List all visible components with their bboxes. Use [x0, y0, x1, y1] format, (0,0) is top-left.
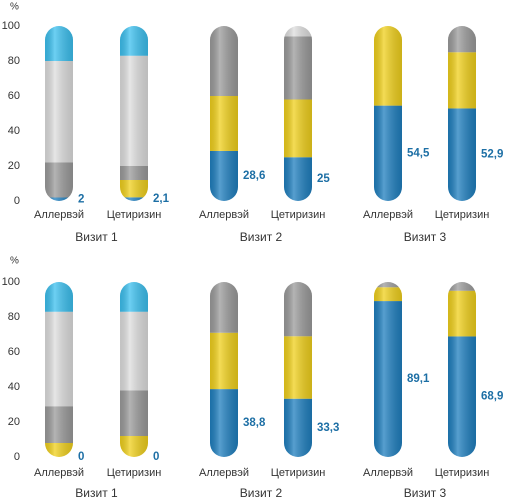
- shine: [448, 26, 476, 201]
- shine: [210, 282, 238, 457]
- shine: [120, 282, 148, 457]
- bar: [120, 26, 148, 201]
- group-label: Визит 1: [75, 486, 118, 500]
- value-label: 68,9: [481, 391, 503, 403]
- y-tick-label: 40: [8, 125, 20, 137]
- shine: [284, 26, 312, 201]
- y-tick-label: 80: [8, 311, 20, 323]
- bar: [448, 26, 476, 201]
- bar: [210, 26, 238, 201]
- shine: [284, 282, 312, 457]
- shine: [45, 282, 73, 457]
- y-unit: %: [10, 256, 19, 267]
- x-tick-label: Аллервэй: [363, 209, 413, 221]
- value-label: 28,6: [243, 170, 265, 182]
- x-tick-label: Цетиризин: [435, 209, 490, 221]
- bar: [448, 282, 476, 457]
- y-tick-label: 40: [8, 381, 20, 393]
- x-tick-label: Цетиризин: [107, 209, 162, 221]
- value-label: 89,1: [407, 373, 430, 385]
- x-tick-label: Аллервэй: [363, 467, 413, 479]
- value-label: 2: [78, 193, 84, 205]
- y-tick-label: 100: [2, 20, 20, 32]
- value-label: 54,5: [407, 147, 430, 159]
- x-tick-label: Аллервэй: [34, 467, 84, 479]
- shine: [374, 26, 402, 201]
- x-tick-label: Цетиризин: [271, 209, 326, 221]
- bar: [45, 282, 73, 457]
- x-tick-label: Цетиризин: [435, 467, 490, 479]
- bar: [120, 282, 148, 457]
- shine: [374, 282, 402, 457]
- y-tick-label: 60: [8, 346, 20, 358]
- shine: [120, 26, 148, 201]
- value-label: 0: [78, 451, 84, 463]
- group-label: Визит 2: [240, 486, 283, 500]
- shine: [210, 26, 238, 201]
- value-label: 38,8: [243, 417, 266, 429]
- y-tick-label: 80: [8, 55, 20, 67]
- value-label: 33,3: [317, 422, 339, 434]
- group-label: Визит 1: [75, 230, 118, 244]
- bar: [45, 26, 73, 201]
- value-label: 25: [317, 173, 330, 185]
- y-tick-label: 60: [8, 90, 20, 102]
- x-tick-label: Аллервэй: [199, 209, 249, 221]
- value-label: 2,1: [153, 193, 170, 205]
- y-tick-label: 20: [8, 160, 20, 172]
- y-tick-label: 0: [14, 451, 20, 463]
- bar: [374, 282, 402, 457]
- y-tick-label: 100: [2, 276, 20, 288]
- y-tick-label: 0: [14, 195, 20, 207]
- y-unit: %: [10, 2, 19, 13]
- shine: [448, 282, 476, 457]
- y-tick-label: 20: [8, 416, 20, 428]
- x-tick-label: Аллервэй: [199, 467, 249, 479]
- bar: [374, 26, 402, 201]
- group-label: Визит 2: [240, 230, 283, 244]
- shine: [45, 26, 73, 201]
- group-label: Визит 3: [404, 486, 447, 500]
- bar: [284, 26, 312, 201]
- x-tick-label: Цетиризин: [107, 467, 162, 479]
- group-label: Визит 3: [404, 230, 447, 244]
- x-tick-label: Цетиризин: [271, 467, 326, 479]
- x-tick-label: Аллервэй: [34, 209, 84, 221]
- bar: [284, 282, 312, 457]
- value-label: 52,9: [481, 149, 503, 161]
- bar: [210, 282, 238, 457]
- value-label: 0: [153, 451, 159, 463]
